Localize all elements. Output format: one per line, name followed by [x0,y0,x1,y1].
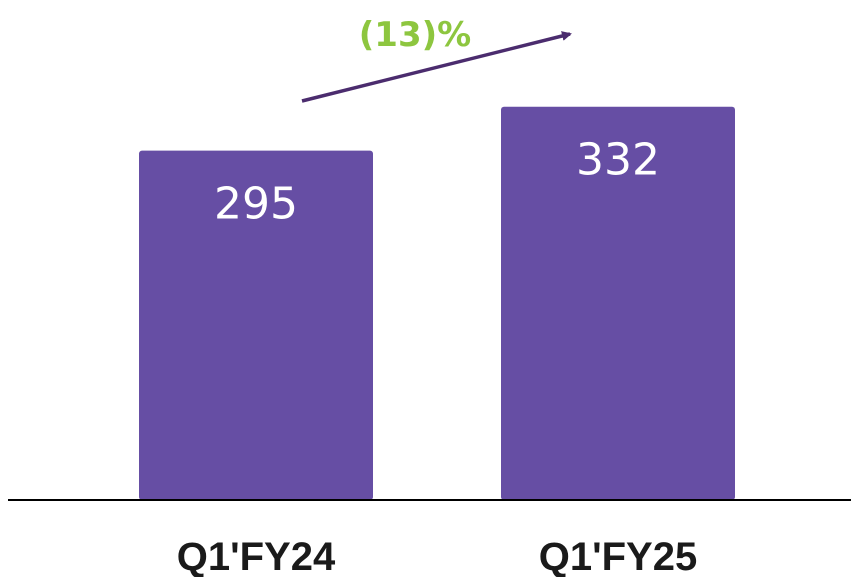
bar-1 [501,106,735,500]
bar-value-label-1: 332 [576,135,660,186]
bar-value-label-0: 295 [214,179,298,230]
growth-annotation: (13)% [359,15,471,55]
growth-arrow [301,31,572,103]
category-label-1: Q1'FY25 [539,535,697,577]
bar-0 [139,150,373,500]
category-label-0: Q1'FY24 [177,535,336,577]
